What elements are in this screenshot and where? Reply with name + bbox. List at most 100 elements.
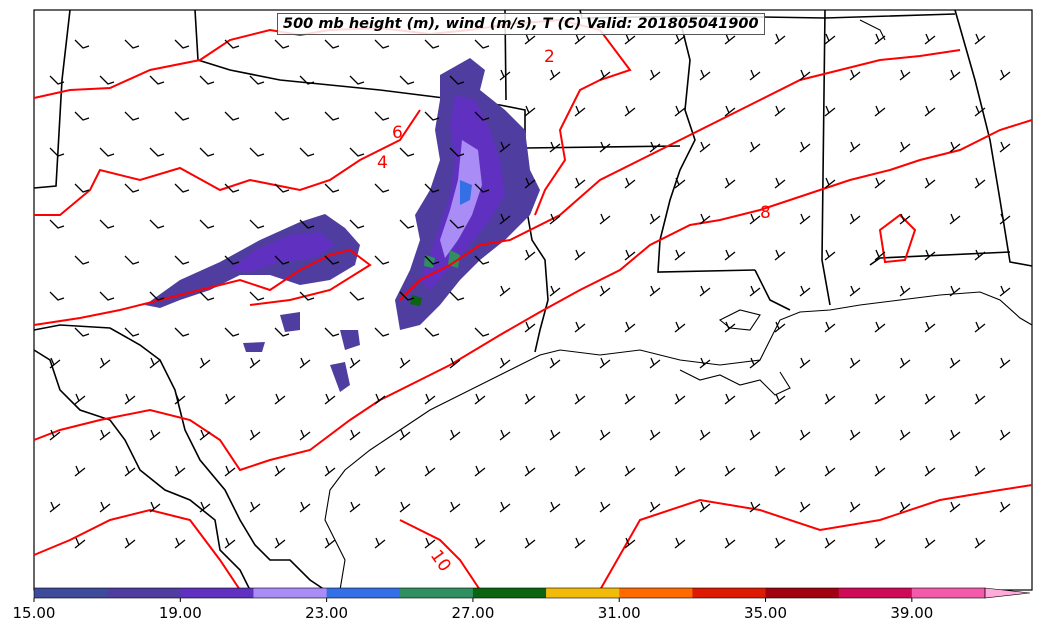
wind-barb bbox=[374, 465, 386, 477]
wind-barb bbox=[799, 69, 811, 81]
wind-barb bbox=[49, 75, 65, 85]
wind-barb bbox=[399, 75, 415, 85]
wind-barb bbox=[174, 111, 190, 121]
wind-barb bbox=[849, 501, 861, 513]
wind-barb bbox=[249, 291, 265, 301]
wind-barb bbox=[599, 285, 611, 297]
wind-barb bbox=[874, 537, 886, 549]
wind-barb bbox=[99, 357, 111, 369]
colorbar-segment bbox=[326, 588, 401, 598]
wind-barb bbox=[999, 285, 1011, 297]
wind-barb bbox=[374, 111, 390, 121]
wind-barb bbox=[674, 249, 686, 261]
wind-barb bbox=[774, 465, 786, 477]
wind-barb bbox=[749, 501, 761, 513]
wind-barb bbox=[599, 213, 611, 225]
wind-barb bbox=[74, 393, 86, 405]
wind-barb bbox=[949, 357, 961, 369]
border-la-ms bbox=[754, 269, 791, 311]
wind-barb bbox=[524, 33, 536, 45]
wind-barb bbox=[649, 357, 661, 369]
wind-barb bbox=[774, 33, 786, 45]
wind-barb bbox=[499, 501, 511, 513]
contour-4 bbox=[34, 109, 421, 216]
wind-barb bbox=[124, 183, 140, 193]
contour-10-center bbox=[399, 519, 481, 591]
wind-barb bbox=[799, 501, 811, 513]
wind-barb bbox=[374, 183, 390, 193]
wind-barb bbox=[949, 285, 961, 297]
wind-barb bbox=[774, 393, 786, 405]
wind-barb bbox=[174, 327, 190, 337]
wind-barb bbox=[124, 327, 140, 337]
wind-barb bbox=[249, 429, 261, 441]
wind-barb bbox=[349, 357, 361, 369]
colorbar-segment bbox=[546, 588, 620, 598]
wind-barb bbox=[974, 537, 986, 549]
contour-6-west bbox=[33, 248, 372, 326]
wind-barb bbox=[324, 255, 340, 265]
colorbar-segment bbox=[399, 588, 474, 598]
wind-barb bbox=[299, 147, 315, 157]
wind-barb bbox=[749, 429, 761, 441]
wind-barb bbox=[399, 219, 415, 229]
wind-barb bbox=[449, 501, 461, 513]
wind-barb bbox=[849, 285, 861, 297]
wind-barb bbox=[999, 429, 1011, 441]
wind-barb bbox=[174, 183, 190, 193]
wind-barb bbox=[949, 69, 961, 81]
wind-barb bbox=[924, 321, 936, 333]
wind-barbs bbox=[49, 33, 1011, 549]
wind-barb bbox=[474, 465, 486, 477]
wind-barb bbox=[274, 465, 286, 477]
wind-barb bbox=[149, 147, 165, 157]
contour-8-closed bbox=[878, 213, 917, 264]
wind-barb bbox=[99, 75, 115, 85]
wind-barb bbox=[724, 33, 736, 45]
wind-barb bbox=[324, 111, 340, 121]
wind-barb bbox=[249, 219, 265, 229]
wind-barb bbox=[899, 357, 911, 369]
shade-patch-1 bbox=[340, 330, 360, 350]
border-rio-grande bbox=[33, 324, 326, 591]
wind-barb bbox=[549, 501, 561, 513]
wind-barb bbox=[874, 393, 886, 405]
wind-barb bbox=[224, 327, 240, 337]
wind-barb bbox=[124, 537, 136, 549]
wind-barb bbox=[49, 501, 61, 513]
wind-barb bbox=[599, 141, 611, 153]
wind-barb bbox=[599, 69, 611, 81]
wind-barb bbox=[349, 147, 365, 157]
wind-barb bbox=[324, 465, 336, 477]
wind-barb bbox=[349, 291, 365, 301]
wind-barb bbox=[49, 429, 61, 441]
colorbar-segment bbox=[34, 588, 108, 598]
wind-barb bbox=[449, 357, 461, 369]
wind-barb bbox=[649, 141, 661, 153]
wind-barb bbox=[424, 39, 440, 49]
wind-barb bbox=[474, 183, 490, 193]
shade-patch-2 bbox=[330, 362, 350, 392]
wind-barb bbox=[824, 177, 836, 189]
wind-barb bbox=[424, 465, 436, 477]
wind-barb bbox=[749, 141, 761, 153]
wind-barb bbox=[424, 537, 436, 549]
wind-barb bbox=[899, 501, 911, 513]
border-al-fl bbox=[869, 251, 1011, 266]
wind-barb bbox=[674, 393, 686, 405]
wind-barb bbox=[49, 147, 65, 157]
wind-barb bbox=[299, 75, 315, 85]
wind-barb bbox=[549, 213, 561, 225]
contour-label-6: 6 bbox=[392, 123, 403, 143]
wind-barb bbox=[199, 501, 211, 513]
wind-barb bbox=[874, 321, 886, 333]
wind-barb bbox=[449, 75, 465, 85]
wind-barb bbox=[799, 213, 811, 225]
border-mississippi bbox=[657, 19, 756, 273]
wind-barb bbox=[899, 141, 911, 153]
wind-barb bbox=[699, 213, 711, 225]
wind-barb bbox=[424, 393, 436, 405]
wind-barb bbox=[674, 177, 686, 189]
wind-barb bbox=[624, 537, 636, 549]
wind-barb bbox=[624, 177, 636, 189]
